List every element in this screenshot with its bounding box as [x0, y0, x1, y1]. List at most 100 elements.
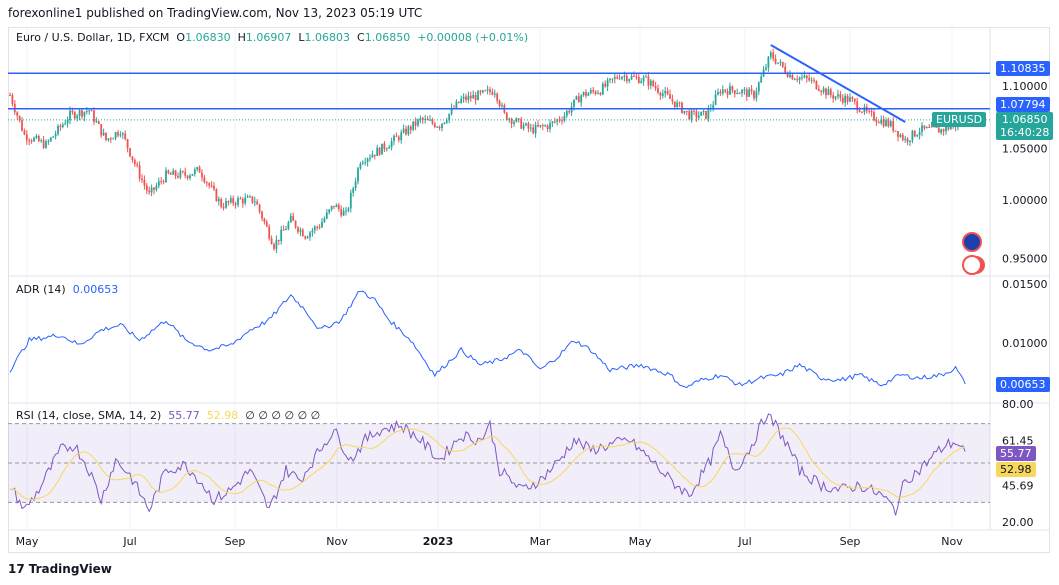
candle	[431, 119, 434, 124]
candle	[306, 236, 309, 239]
candle	[570, 106, 573, 113]
candle	[774, 58, 777, 64]
candle	[873, 112, 875, 121]
candle	[299, 229, 302, 232]
tradingview-logo[interactable]: 𝟭𝟳 TradingView	[8, 562, 112, 576]
candle	[820, 90, 823, 93]
candle	[904, 138, 907, 140]
candle	[225, 201, 227, 208]
adr-legend[interactable]: ADR (14) 0.00653	[16, 283, 118, 296]
candle	[707, 108, 710, 119]
candle	[21, 120, 23, 131]
candle	[673, 101, 676, 108]
candle	[433, 123, 436, 128]
candle	[721, 89, 724, 94]
candle	[373, 154, 376, 156]
candle	[145, 185, 148, 191]
candle	[205, 182, 208, 184]
candle	[877, 122, 880, 124]
candle	[849, 97, 851, 102]
candle	[244, 197, 247, 204]
candle	[131, 156, 134, 160]
candle	[834, 96, 837, 99]
candle	[851, 97, 854, 100]
candle	[705, 110, 707, 119]
candle	[935, 126, 938, 128]
candle	[414, 121, 417, 126]
candle	[325, 212, 328, 219]
candle	[623, 75, 626, 77]
candle	[489, 89, 491, 92]
candle	[697, 115, 700, 118]
candle	[445, 120, 448, 123]
candle	[882, 119, 885, 127]
candle	[676, 102, 679, 108]
candle	[189, 175, 191, 179]
candle	[333, 205, 335, 208]
candle	[880, 119, 883, 124]
candle	[505, 112, 508, 120]
candle	[772, 52, 775, 59]
rsi-legend[interactable]: RSI (14, close, SMA, 14, 2) 55.77 52.98 …	[16, 409, 320, 422]
candle	[621, 76, 623, 79]
candle	[121, 133, 124, 135]
adr-tick-label: 0.01500	[1002, 278, 1048, 291]
candle	[887, 120, 890, 127]
candle	[441, 123, 443, 129]
candle	[618, 78, 621, 80]
candle	[30, 140, 33, 142]
candle	[688, 111, 691, 120]
candle	[481, 90, 484, 93]
candle	[654, 86, 657, 89]
countdown: 16:40:28	[1000, 126, 1050, 139]
candle	[172, 170, 175, 175]
candle	[678, 102, 681, 104]
candle	[114, 132, 117, 139]
candle	[133, 159, 136, 165]
candle	[738, 93, 741, 95]
low-value: 1.06803	[304, 31, 351, 44]
candle	[81, 110, 83, 117]
candle	[289, 215, 292, 223]
candle	[277, 239, 280, 242]
candle	[798, 77, 801, 80]
price-tick-label: 1.00000	[1002, 194, 1048, 207]
candle	[546, 125, 549, 129]
candle	[945, 126, 947, 132]
time-tick-label: 2023	[423, 535, 454, 548]
candle	[597, 92, 599, 94]
candle	[724, 89, 727, 92]
candle	[803, 75, 806, 78]
candle	[395, 135, 398, 137]
candle	[337, 204, 340, 210]
candle	[613, 77, 616, 80]
usd-flag-icon[interactable]	[962, 255, 982, 275]
candle	[465, 96, 467, 101]
candle	[407, 126, 410, 135]
rsi-value: 55.77	[168, 409, 200, 422]
candle	[493, 93, 496, 95]
candle	[169, 173, 172, 175]
candle	[582, 92, 585, 96]
candle	[268, 226, 271, 239]
candle	[666, 90, 669, 95]
candle	[861, 111, 863, 113]
candle	[765, 67, 767, 70]
candle	[527, 123, 530, 129]
candle	[186, 175, 189, 179]
candle	[592, 90, 595, 92]
rsi-sma-line	[9, 427, 966, 500]
eur-flag-icon[interactable]	[962, 232, 982, 252]
change-value: +0.00008 (+0.01%)	[417, 31, 529, 44]
candle	[40, 140, 43, 142]
time-tick-label: Sep	[840, 535, 861, 548]
candle	[805, 75, 808, 78]
candle	[745, 89, 748, 97]
candle	[856, 101, 859, 111]
candle	[829, 89, 832, 96]
candle	[129, 148, 131, 157]
candle	[179, 171, 182, 178]
candle	[760, 76, 763, 83]
candle	[827, 89, 830, 96]
